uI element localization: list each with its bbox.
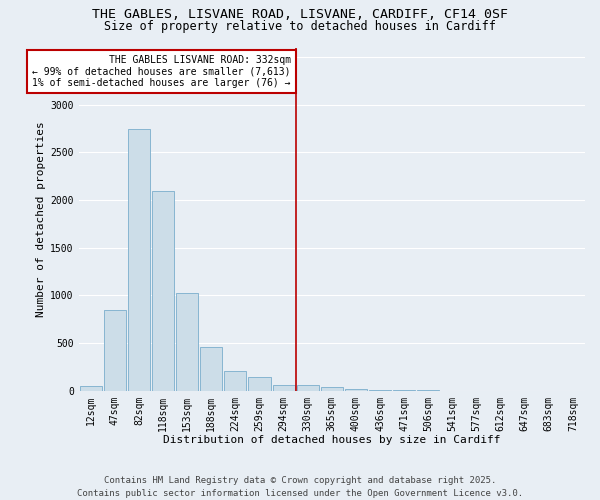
Bar	[80, 386, 102, 390]
X-axis label: Distribution of detached houses by size in Cardiff: Distribution of detached houses by size …	[163, 435, 500, 445]
Text: Contains HM Land Registry data © Crown copyright and database right 2025.
Contai: Contains HM Land Registry data © Crown c…	[77, 476, 523, 498]
Bar	[152, 190, 174, 390]
Bar	[321, 387, 343, 390]
Bar	[176, 294, 198, 390]
Text: THE GABLES LISVANE ROAD: 332sqm
← 99% of detached houses are smaller (7,613)
1% : THE GABLES LISVANE ROAD: 332sqm ← 99% of…	[32, 55, 291, 88]
Bar	[345, 389, 367, 390]
Bar	[200, 347, 223, 391]
Bar	[104, 310, 126, 390]
Bar	[248, 377, 271, 390]
Text: Size of property relative to detached houses in Cardiff: Size of property relative to detached ho…	[104, 20, 496, 33]
Bar	[272, 386, 295, 390]
Bar	[296, 386, 319, 390]
Bar	[128, 128, 150, 390]
Text: THE GABLES, LISVANE ROAD, LISVANE, CARDIFF, CF14 0SF: THE GABLES, LISVANE ROAD, LISVANE, CARDI…	[92, 8, 508, 20]
Y-axis label: Number of detached properties: Number of detached properties	[36, 121, 46, 317]
Bar	[224, 370, 247, 390]
